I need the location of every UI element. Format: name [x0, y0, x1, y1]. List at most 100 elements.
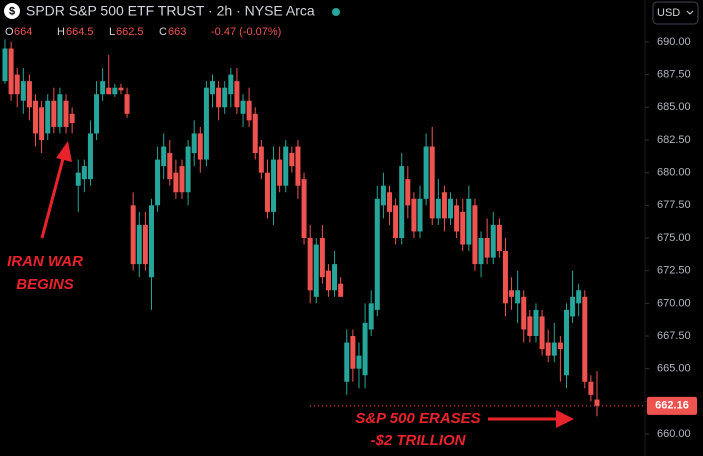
candle-body — [136, 224, 142, 265]
candle-body — [356, 355, 362, 369]
y-tick-label: 682.50 — [657, 134, 691, 146]
ohlc-o-value: 664 — [14, 26, 32, 38]
y-tick-label: 675.00 — [657, 232, 691, 244]
candle-body — [51, 100, 57, 127]
y-tick-label: 687.50 — [657, 69, 691, 81]
candle-body — [313, 244, 319, 297]
candle-body — [539, 316, 545, 350]
candle-body — [20, 81, 26, 101]
candle-body — [130, 205, 136, 265]
candle-body — [527, 316, 533, 337]
ohlc-o-key: O — [5, 26, 14, 38]
candle-body — [197, 133, 203, 160]
candle-body — [362, 322, 368, 376]
candle-body — [588, 381, 594, 395]
candle-body — [222, 87, 228, 108]
candle-body — [264, 172, 270, 212]
candle-body — [277, 159, 283, 186]
ohlc-c-key: C — [159, 26, 167, 38]
candle-body — [344, 342, 350, 382]
candle-body — [368, 303, 374, 330]
candle-body — [423, 146, 429, 199]
arrow-head — [56, 141, 72, 162]
candle-body — [472, 205, 478, 265]
currency-button[interactable] — [652, 1, 699, 25]
candle-body — [252, 113, 258, 154]
last-price-box — [647, 396, 697, 415]
currency-label[interactable]: USD — [657, 7, 680, 19]
candle-body — [14, 74, 20, 95]
candle-body — [380, 185, 386, 206]
candle-body — [203, 87, 209, 160]
annotation-line: IRAN WAR — [7, 253, 83, 270]
y-tick-label: 672.50 — [657, 265, 691, 277]
market-status — [332, 8, 340, 16]
candle-body — [441, 192, 447, 219]
candle-body — [594, 399, 600, 406]
ohlc-legend: O 664 H 664.5 L 662.5 C 663 -0.47 (-0.07… — [5, 26, 281, 38]
candle-body — [417, 198, 423, 232]
candle-body — [563, 309, 569, 376]
candle-body — [570, 296, 576, 317]
y-tick-label: 685.00 — [657, 101, 691, 113]
candle-body — [191, 133, 197, 154]
candle-body — [533, 309, 539, 337]
y-tick-label: 667.50 — [657, 330, 691, 342]
candle-body — [374, 198, 380, 310]
candle-body — [258, 146, 264, 173]
candle-body — [325, 270, 331, 291]
candle-body — [112, 87, 118, 95]
candle-body — [484, 237, 490, 258]
candle-body — [216, 87, 222, 108]
candle-body — [435, 198, 441, 219]
candle-body — [173, 172, 179, 193]
candle-body — [490, 224, 496, 258]
candle-body — [57, 94, 63, 127]
candle-body — [502, 251, 508, 304]
arrow-head — [556, 410, 574, 428]
chart-title: SPDR S&P 500 ETF TRUST · 2h · NYSE Arca — [26, 3, 315, 19]
y-tick-label: 680.00 — [657, 167, 691, 179]
candle-body — [496, 224, 502, 252]
candle-body — [301, 179, 307, 238]
y-tick-label: 660.00 — [657, 428, 691, 440]
y-tick-label: 690.00 — [657, 36, 691, 48]
candle-body — [582, 296, 588, 382]
candle-body — [39, 107, 45, 140]
candle-body — [2, 48, 8, 82]
arrow — [40, 154, 66, 239]
candle-body — [350, 336, 356, 369]
candle-body — [478, 237, 484, 265]
candle-body — [557, 342, 563, 350]
last-price-label: 662.16 — [655, 400, 689, 412]
candle-body — [515, 290, 521, 304]
candle-body — [338, 283, 344, 297]
candle-body — [81, 166, 87, 180]
candle-body — [460, 211, 466, 245]
candle-body — [405, 179, 411, 206]
candle-body — [94, 94, 100, 134]
candle-body — [332, 264, 338, 291]
candle-body — [246, 100, 252, 121]
candle-body — [521, 296, 527, 330]
candle-body — [448, 198, 454, 219]
logo — [4, 3, 20, 19]
candle-body — [307, 237, 313, 291]
y-tick-label: 670.00 — [657, 297, 691, 309]
candle-body — [124, 94, 130, 114]
ohlc-change: -0.47 (-0.07%) — [211, 26, 281, 38]
candle-body — [271, 159, 277, 212]
candle-body — [386, 192, 392, 212]
candle-body — [167, 153, 173, 180]
candle-body — [319, 237, 325, 278]
candle-body — [45, 100, 51, 134]
candle-body — [545, 342, 551, 356]
currency-caret — [686, 10, 694, 15]
candle-body — [148, 205, 154, 278]
ohlc-l-value: 662.5 — [116, 26, 144, 38]
candle-body — [393, 205, 399, 238]
candle-body — [576, 290, 582, 304]
candle-body — [551, 342, 557, 356]
candle-body — [118, 87, 124, 91]
